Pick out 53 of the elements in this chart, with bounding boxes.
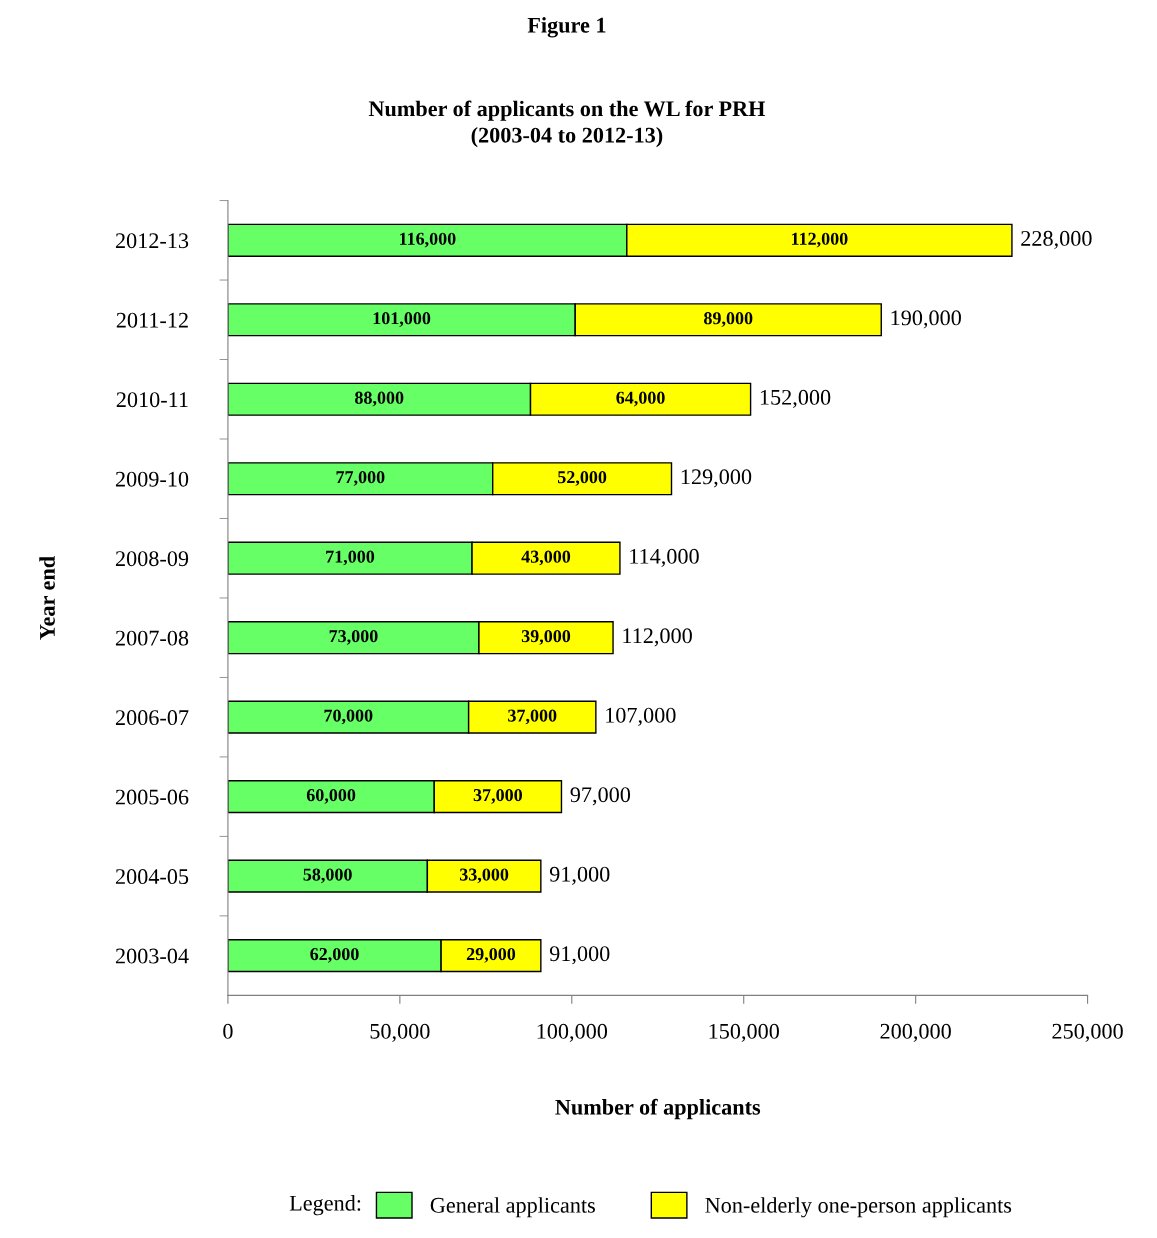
legend-label: General applicants: [430, 1197, 595, 1218]
data-label: 71,000: [326, 550, 375, 566]
y-tick-label: 2008-09: [115, 551, 189, 567]
total-label: 91,000: [549, 946, 610, 965]
total-label: 190,000: [891, 310, 961, 329]
data-label: 43,000: [521, 550, 571, 566]
x-tick-label: 0: [223, 1023, 233, 1039]
data-label: 29,000: [466, 947, 516, 963]
x-tick-label: 250,000: [1052, 1023, 1123, 1042]
x-tick-label: 50,000: [370, 1023, 430, 1042]
x-tick-label: 200,000: [880, 1023, 951, 1042]
y-axis-title: Year end: [39, 556, 55, 640]
x-axis-title: Number of applicants: [555, 1098, 761, 1120]
data-label: 62,000: [310, 947, 359, 963]
data-label: 70,000: [324, 709, 373, 725]
data-label: 88,000: [355, 391, 404, 407]
data-label: 37,000: [508, 709, 557, 725]
data-label: 89,000: [704, 312, 753, 327]
data-label: 64,000: [616, 391, 665, 407]
data-label: 37,000: [473, 788, 522, 804]
x-tick-label: 150,000: [709, 1023, 779, 1042]
data-label: 77,000: [336, 471, 385, 486]
y-tick-label: 2012-13: [115, 233, 189, 249]
data-label: 116,000: [399, 232, 456, 248]
chart-title: Figure 1: [527, 17, 606, 38]
total-label: 152,000: [760, 389, 831, 409]
data-label: 101,000: [373, 312, 431, 327]
data-label: 112,000: [791, 232, 848, 248]
total-label: 114,000: [630, 548, 699, 567]
total-label: 129,000: [681, 469, 752, 488]
y-tick-label: 2005-06: [115, 789, 189, 805]
data-label: 73,000: [329, 630, 378, 645]
y-tick-label: 2011-12: [116, 312, 188, 328]
data-label: 58,000: [303, 868, 352, 884]
chart-subtitle: Number of applicants on the WL for PRH (2003-04 to 2012-13): [368, 100, 766, 148]
data-label: 33,000: [459, 868, 509, 884]
y-tick-label: 2009-10: [115, 471, 189, 487]
total-label: 97,000: [570, 787, 631, 806]
legend-title: Legend:: [289, 1195, 361, 1216]
y-tick-label: 2007-08: [115, 630, 189, 646]
y-tick-label: 2004-05: [115, 869, 189, 885]
data-label: 52,000: [558, 471, 607, 486]
x-tick-label: 100,000: [537, 1023, 608, 1042]
y-tick-label: 2010-11: [116, 392, 188, 408]
total-label: 107,000: [606, 707, 676, 726]
total-label: 91,000: [549, 866, 610, 885]
y-tick-label: 2006-07: [115, 710, 189, 726]
data-label: 60,000: [306, 788, 356, 804]
legend-label: Non-elderly one-person applicants: [705, 1197, 1012, 1218]
y-tick-label: 2003-04: [115, 948, 189, 964]
total-label: 228,000: [1021, 230, 1092, 250]
data-label: 39,000: [521, 630, 571, 645]
total-label: 112,000: [623, 628, 692, 647]
